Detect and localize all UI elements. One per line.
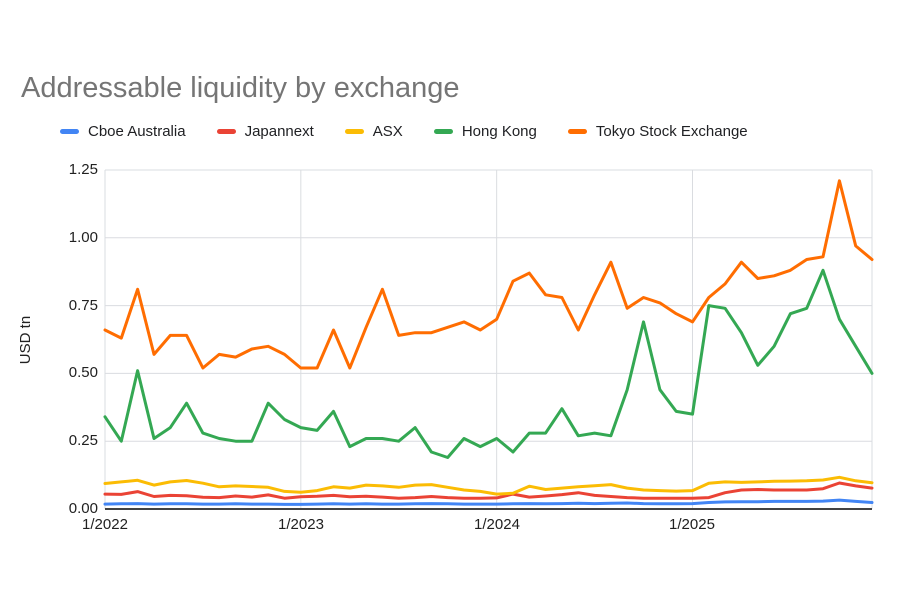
series-line-asx <box>103 475 874 496</box>
legend-swatch-icon <box>567 129 587 134</box>
y-axis-tick: 1.00 <box>68 229 98 246</box>
series-line-hong-kong <box>103 268 874 459</box>
y-axis-tick: 0.00 <box>68 500 98 517</box>
series-line-cboe-australia <box>103 498 874 506</box>
legend-swatch-icon <box>344 129 364 134</box>
y-axis-tick: 0.75 <box>68 297 98 314</box>
chart-title: Addressable liquidity by exchange <box>21 72 460 104</box>
legend-item-hong-kong: Hong Kong <box>433 123 537 140</box>
legend-swatch-icon <box>216 129 236 134</box>
legend-label: Hong Kong <box>461 123 537 140</box>
legend-label: Japannext <box>244 123 314 140</box>
x-axis-tick: 1/2023 <box>278 516 324 533</box>
legend-label: ASX <box>372 123 403 140</box>
y-axis-tick: 0.25 <box>68 432 98 449</box>
x-axis-tick: 1/2025 <box>669 516 715 533</box>
x-axis-tick: 1/2024 <box>474 516 520 533</box>
legend-item-asx: ASX <box>344 123 403 140</box>
legend: Cboe Australia Japannext ASX Hong Kong T… <box>60 123 748 140</box>
legend-item-japannext: Japannext <box>216 123 314 140</box>
legend-label: Tokyo Stock Exchange <box>595 123 748 140</box>
legend-label: Cboe Australia <box>88 123 186 140</box>
x-axis-tick: 1/2022 <box>82 516 128 533</box>
legend-swatch-icon <box>60 129 79 134</box>
series-line-tokyo-stock-exchange <box>103 179 874 370</box>
legend-item-tokyo-stock-exchange: Tokyo Stock Exchange <box>567 123 748 140</box>
series-line-japannext <box>103 481 874 500</box>
legend-swatch-icon <box>433 129 453 134</box>
legend-item-cboe-australia: Cboe Australia <box>60 123 186 140</box>
y-axis-tick: 1.25 <box>68 161 98 178</box>
y-axis-tick: 0.50 <box>68 364 98 381</box>
